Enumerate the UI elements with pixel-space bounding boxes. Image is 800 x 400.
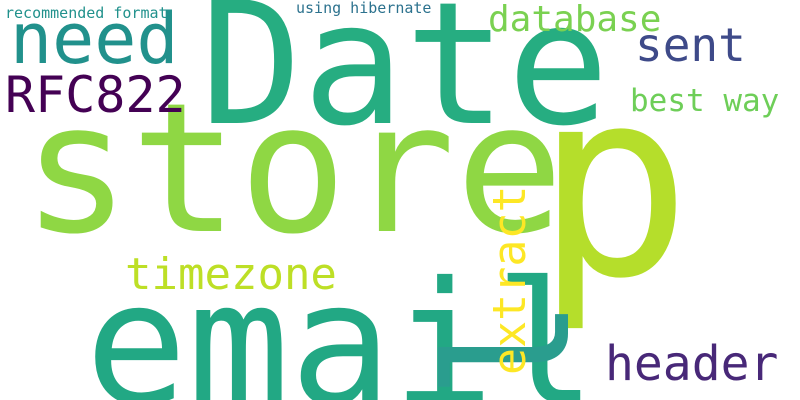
word-recommended-format: recommended format [5, 4, 168, 22]
word-timezone: timezone [125, 249, 337, 300]
word-sent: sent [635, 18, 746, 72]
word-header: header [605, 336, 779, 392]
word-extract: extract [483, 185, 536, 375]
word-store: store [22, 65, 564, 274]
word-date: Date [200, 0, 610, 164]
word-p: p [535, 34, 692, 336]
word-need: need [10, 0, 179, 80]
word-using-hibernate: using hibernate [296, 0, 432, 17]
word-rfc822: RFC822 [5, 66, 186, 124]
word-email: email [85, 246, 597, 400]
word-database: database [488, 0, 662, 40]
word-best-way: best way [630, 83, 780, 119]
